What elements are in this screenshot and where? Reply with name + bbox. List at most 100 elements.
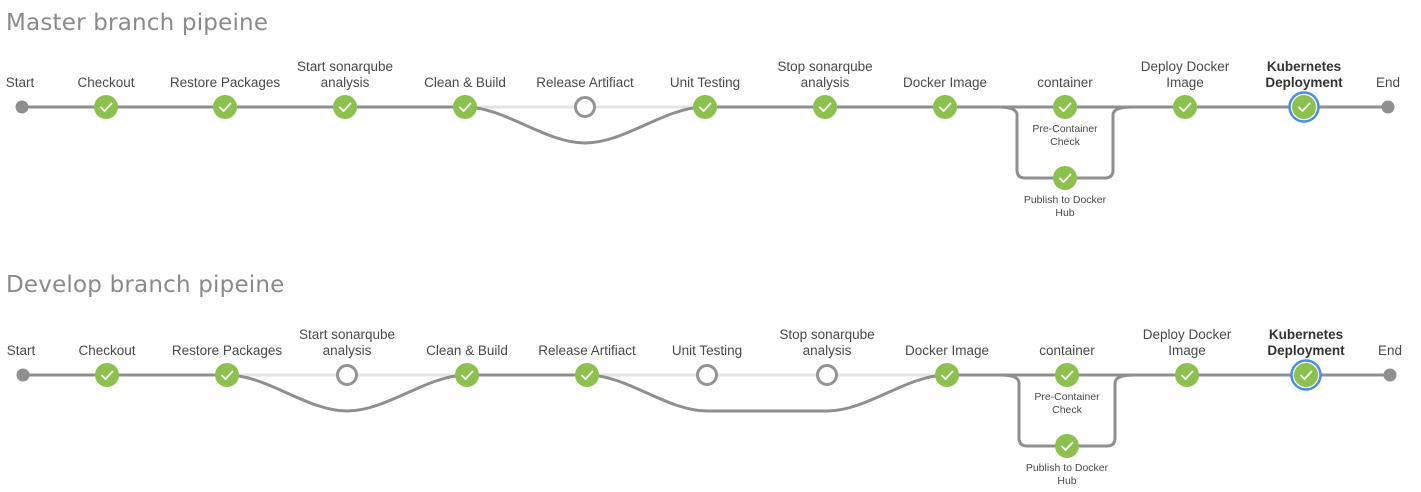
branch-publish-to-docker-hub-node[interactable] (1055, 434, 1079, 458)
label-line: analysis (321, 75, 370, 90)
label-line: Start sonarqube (299, 327, 395, 342)
label-line: Check (1050, 136, 1081, 148)
stage-deploy-docker-image-node[interactable] (1173, 95, 1197, 119)
stage-kubernetes-deployment-node[interactable] (1288, 91, 1320, 123)
checkmark-icon (1300, 370, 1313, 380)
checkmark-icon (219, 102, 232, 112)
status-success-circle (1292, 95, 1316, 119)
status-success-circle (575, 363, 599, 387)
label-line: analysis (801, 75, 850, 90)
stage-deploy-docker-image-label: Deploy Docker Image (1143, 327, 1232, 358)
stage-deploy-docker-image-node[interactable] (1175, 363, 1199, 387)
checkmark-icon (939, 102, 952, 112)
stage-docker-image-label: Docker Image (903, 75, 987, 90)
stage-stop-sonarqube-analysis-label: Stop sonarqube analysis (779, 327, 874, 358)
label-line: Check (1052, 404, 1083, 416)
stage-container-node[interactable] (1055, 363, 1079, 387)
stage-release-artifiact-label: Release Artifiact (536, 75, 634, 90)
stage-stop-sonarqube-analysis-label: Stop sonarqube analysis (777, 59, 872, 90)
status-success-circle (1173, 95, 1197, 119)
label-line: Pre-Container (1034, 391, 1100, 403)
status-success-circle (1053, 95, 1077, 119)
label-line: container (1037, 75, 1093, 90)
branch-publish-to-docker-hub-node[interactable] (1053, 166, 1077, 190)
skipped-circle-icon (336, 364, 358, 386)
end-label: End (1376, 75, 1400, 90)
stage-release-artifiact-node[interactable] (574, 96, 596, 118)
skipped-circle-icon (696, 364, 718, 386)
status-success-circle (1175, 363, 1199, 387)
label-line: Deploy Docker (1143, 327, 1232, 342)
label-line: container (1039, 343, 1095, 358)
stage-clean-build-label: Clean & Build (424, 75, 506, 90)
stage-restore-packages-node[interactable] (213, 95, 237, 119)
skipped-circle-icon (574, 96, 596, 118)
status-success-circle (935, 363, 959, 387)
start-label: Start (6, 75, 35, 90)
checkmark-icon (461, 370, 474, 380)
label-line: Clean & Build (426, 343, 508, 358)
label-line: Checkout (77, 75, 134, 90)
stage-checkout-label: Checkout (78, 343, 135, 358)
stage-docker-image-node[interactable] (935, 363, 959, 387)
stage-checkout-node[interactable] (95, 363, 119, 387)
stage-checkout-node[interactable] (94, 95, 118, 119)
label-line: Kubernetes (1269, 327, 1343, 342)
stage-container-node[interactable] (1053, 95, 1077, 119)
label-line: analysis (803, 343, 852, 358)
end-node (1381, 100, 1395, 114)
status-success-circle (333, 95, 357, 119)
bypass-connector (464, 105, 706, 145)
stage-unit-testing-node[interactable] (693, 95, 717, 119)
status-success-circle (693, 95, 717, 119)
label-line: Docker Image (905, 343, 989, 358)
develop-pipeline-title: Develop branch pipeine (6, 272, 285, 298)
status-success-circle (1055, 363, 1079, 387)
stage-docker-image-label: Docker Image (905, 343, 989, 358)
stage-start-sonarqube-analysis-label: Start sonarqube analysis (297, 59, 393, 90)
status-success-circle (455, 363, 479, 387)
stage-unit-testing-label: Unit Testing (670, 75, 740, 90)
stage-unit-testing-node[interactable] (696, 364, 718, 386)
label-line: Restore Packages (172, 343, 283, 358)
checkmark-icon (1059, 173, 1072, 183)
label-line: Image (1168, 343, 1206, 358)
stage-start-sonarqube-analysis-node[interactable] (333, 95, 357, 119)
branch-pre-container-check-label: Pre-Container Check (1032, 123, 1098, 148)
stage-kubernetes-deployment-label: Kubernetes Deployment (1267, 327, 1345, 358)
master-pipeline-graph: Start End Checkout Restore Packages Start so… (6, 59, 1400, 219)
status-success-circle (215, 363, 239, 387)
stage-kubernetes-deployment-node[interactable] (1290, 359, 1322, 391)
label-line: Release Artifiact (536, 75, 634, 90)
checkmark-icon (1298, 102, 1311, 112)
stage-docker-image-node[interactable] (933, 95, 957, 119)
start-node (15, 100, 29, 114)
stage-clean-build-node[interactable] (453, 95, 477, 119)
label-line: Stop sonarqube (777, 59, 872, 74)
stage-start-sonarqube-analysis-node[interactable] (336, 364, 358, 386)
stage-kubernetes-deployment-label: Kubernetes Deployment (1265, 59, 1343, 90)
label-line: Checkout (78, 343, 135, 358)
status-success-circle (1294, 363, 1318, 387)
stage-clean-build-label: Clean & Build (426, 343, 508, 358)
checkmark-icon (221, 370, 234, 380)
branch-publish-to-docker-hub-label: Publish to Docker Hub (1024, 194, 1107, 219)
checkmark-icon (1061, 441, 1074, 451)
checkmark-icon (819, 102, 832, 112)
checkmark-icon (1059, 102, 1072, 112)
label-line: Deploy Docker (1141, 59, 1230, 74)
stage-restore-packages-node[interactable] (215, 363, 239, 387)
checkmark-icon (1179, 102, 1192, 112)
label-line: Start sonarqube (297, 59, 393, 74)
bypass-connector (226, 373, 468, 413)
stage-container-label: container (1039, 343, 1095, 358)
status-success-circle (213, 95, 237, 119)
stage-clean-build-node[interactable] (455, 363, 479, 387)
stage-stop-sonarqube-analysis-node[interactable] (813, 95, 837, 119)
stage-stop-sonarqube-analysis-node[interactable] (816, 364, 838, 386)
start-label: Start (7, 343, 36, 358)
stage-release-artifiact-node[interactable] (575, 363, 599, 387)
checkmark-icon (941, 370, 954, 380)
checkmark-icon (581, 370, 594, 380)
stage-restore-packages-label: Restore Packages (170, 75, 281, 90)
